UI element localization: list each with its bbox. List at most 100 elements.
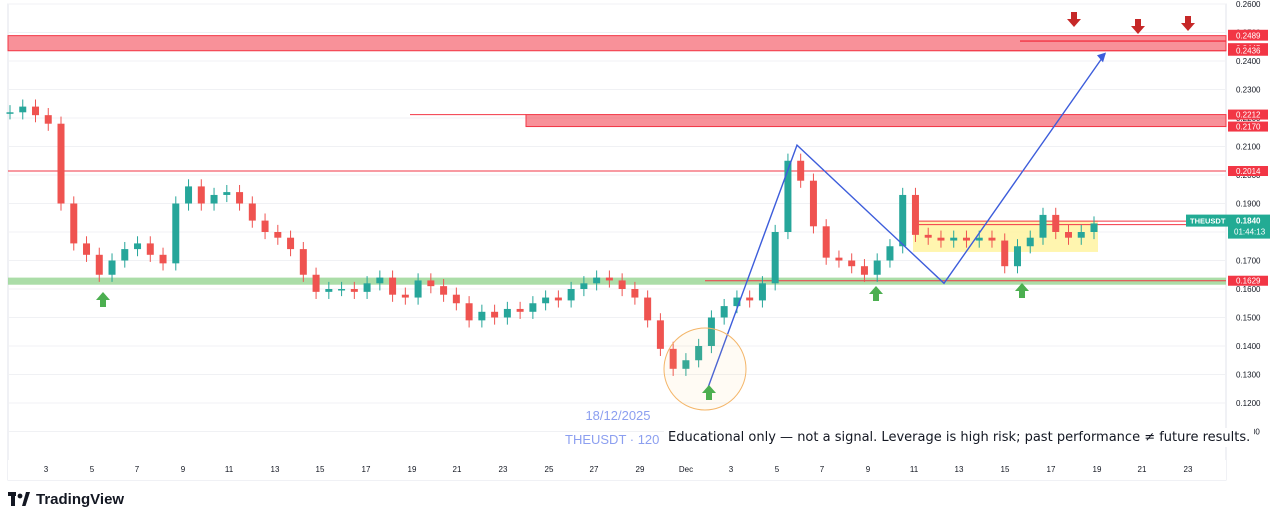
level-badge-text: 0.2436 bbox=[1236, 47, 1261, 56]
candle-body bbox=[1001, 240, 1009, 267]
candle-body bbox=[401, 294, 409, 298]
x-tick-label: 17 bbox=[1047, 465, 1056, 474]
level-badge-text: 0.2489 bbox=[1236, 32, 1261, 41]
candle-body bbox=[580, 283, 588, 289]
candle-body bbox=[1052, 214, 1060, 232]
candle-body bbox=[389, 277, 397, 295]
candle-body bbox=[57, 123, 65, 204]
y-tick-label: 0.2100 bbox=[1236, 143, 1261, 152]
candle-body bbox=[873, 260, 881, 275]
candle-body bbox=[784, 160, 792, 232]
x-tick-label: 5 bbox=[775, 465, 780, 474]
candle-body bbox=[593, 277, 601, 284]
candle-body bbox=[146, 243, 154, 255]
candle-body bbox=[886, 246, 894, 261]
candle-body bbox=[1026, 237, 1034, 247]
x-tick-label: 21 bbox=[1138, 465, 1147, 474]
candle-body bbox=[6, 112, 14, 114]
candle-body bbox=[962, 237, 970, 241]
candle-body bbox=[261, 220, 269, 232]
up-arrow-icon bbox=[702, 385, 716, 400]
x-tick-label: 17 bbox=[362, 465, 371, 474]
candle-body bbox=[924, 234, 932, 238]
candle-body bbox=[172, 203, 180, 264]
candle-body bbox=[465, 303, 473, 321]
candle-body bbox=[899, 194, 907, 247]
x-tick-label: 3 bbox=[729, 465, 734, 474]
resistance-zone bbox=[7, 35, 1227, 52]
y-tick-label: 0.2400 bbox=[1236, 57, 1261, 66]
candle-body bbox=[1013, 246, 1021, 267]
price-badge-text: 0.1840 bbox=[1236, 217, 1261, 226]
y-tick-label: 0.2300 bbox=[1236, 86, 1261, 95]
candle-body bbox=[1090, 223, 1098, 232]
candle-body bbox=[937, 237, 945, 241]
footer-logo[interactable]: TradingView bbox=[8, 488, 124, 510]
candle-body bbox=[414, 280, 422, 298]
x-tick-label: 23 bbox=[499, 465, 508, 474]
candle-body bbox=[720, 306, 728, 318]
candle-body bbox=[248, 203, 256, 221]
candle-body bbox=[350, 289, 358, 292]
symbol-tag bbox=[1186, 214, 1228, 227]
candle-body bbox=[656, 320, 664, 349]
down-arrow-icon bbox=[1181, 16, 1195, 31]
candle-body bbox=[797, 160, 805, 181]
x-tick-label: 15 bbox=[1001, 465, 1010, 474]
y-tick-label: 0.2600 bbox=[1236, 0, 1261, 9]
candle-body bbox=[274, 232, 282, 238]
candle-body bbox=[644, 297, 652, 321]
candle-body bbox=[287, 237, 295, 250]
candle-body bbox=[185, 186, 193, 204]
candle-body bbox=[860, 266, 868, 275]
candle-body bbox=[695, 346, 703, 361]
candle-body bbox=[733, 297, 741, 307]
candle-body bbox=[19, 106, 27, 113]
tradingview-logo-icon bbox=[8, 492, 30, 506]
candle-body bbox=[427, 280, 435, 287]
x-tick-label: 7 bbox=[135, 465, 140, 474]
candle-body bbox=[478, 311, 486, 321]
up-arrow-icon bbox=[96, 292, 110, 307]
x-tick-label: 27 bbox=[590, 465, 599, 474]
candle-body bbox=[822, 226, 830, 258]
candle-body bbox=[988, 237, 996, 241]
candle-body bbox=[440, 286, 448, 295]
candle-body bbox=[491, 311, 499, 318]
candle-body bbox=[758, 283, 766, 301]
support-zone bbox=[8, 277, 1226, 285]
y-tick-label: 0.1700 bbox=[1236, 257, 1261, 266]
x-tick-label: 7 bbox=[820, 465, 825, 474]
candle-body bbox=[1064, 232, 1072, 238]
candle-body bbox=[95, 254, 103, 275]
projection-arrowhead bbox=[1097, 52, 1106, 63]
candle-body bbox=[363, 283, 371, 292]
candle-body bbox=[121, 249, 129, 261]
down-arrow-icon bbox=[1131, 19, 1145, 34]
candle-body bbox=[771, 232, 779, 284]
level-badge bbox=[1228, 109, 1268, 120]
x-tick-label: 23 bbox=[1184, 465, 1193, 474]
x-tick-label: 29 bbox=[636, 465, 645, 474]
x-tick-label: 13 bbox=[271, 465, 280, 474]
candle-body bbox=[542, 297, 550, 304]
level-badge bbox=[1228, 121, 1268, 132]
x-tick-label: 3 bbox=[44, 465, 49, 474]
candle-body bbox=[746, 297, 754, 301]
x-tick-label: 21 bbox=[453, 465, 462, 474]
level-badge-text: 0.2170 bbox=[1236, 123, 1261, 132]
candle-body bbox=[682, 360, 690, 369]
candle-body bbox=[32, 106, 40, 116]
y-tick-label: 0.1900 bbox=[1236, 200, 1261, 209]
candle-body bbox=[134, 243, 142, 250]
candle-body bbox=[70, 203, 78, 244]
x-tick-label: 11 bbox=[225, 465, 234, 474]
candle-body bbox=[325, 289, 333, 292]
candle-body bbox=[631, 289, 639, 298]
candle-body bbox=[236, 192, 244, 204]
candle-body bbox=[197, 186, 205, 204]
x-tick-label: 19 bbox=[1093, 465, 1102, 474]
candle-body bbox=[159, 254, 167, 264]
